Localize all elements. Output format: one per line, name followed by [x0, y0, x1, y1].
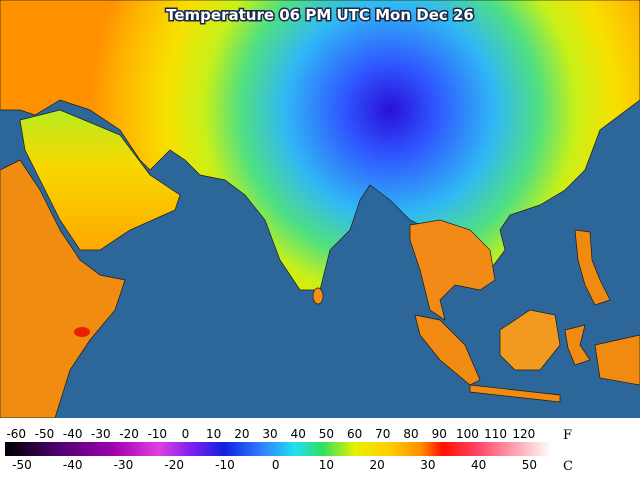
fahrenheit-tick-label: 90 [432, 427, 447, 441]
celsius-unit: C [563, 459, 573, 474]
celsius-tick-label: -10 [215, 458, 235, 472]
fahrenheit-tick-label: 110 [484, 427, 507, 441]
celsius-tick-label: 20 [370, 458, 385, 472]
celsius-tick-label: 10 [319, 458, 334, 472]
map-title: Temperature 06 PM UTC Mon Dec 26 [166, 6, 474, 24]
celsius-tick-label: -20 [164, 458, 184, 472]
celsius-tick-label: -40 [63, 458, 83, 472]
fahrenheit-tick-label: 100 [456, 427, 479, 441]
celsius-tick-label: 0 [272, 458, 280, 472]
new-guinea [594, 334, 640, 386]
celsius-tick-label: 40 [471, 458, 486, 472]
fahrenheit-tick-label: 30 [262, 427, 277, 441]
fahrenheit-tick-label: 20 [234, 427, 249, 441]
fahrenheit-tick-label: 80 [403, 427, 418, 441]
celsius-tick-label: -30 [114, 458, 134, 472]
fahrenheit-tick-label: -40 [63, 427, 83, 441]
philippines [574, 229, 611, 306]
fahrenheit-tick-label: -20 [119, 427, 139, 441]
fahrenheit-tick-label: 10 [206, 427, 221, 441]
fahrenheit-tick-label: -10 [147, 427, 167, 441]
fahrenheit-tick-label: -30 [91, 427, 111, 441]
legend: F C -60 -50 -40 -30 -20 -10 0 10 20 30 40 50 60 70 80 9… [0, 418, 640, 480]
map: Temperature 06 PM UTC Mon Dec 26 [0, 0, 640, 419]
celsius-tick-label: 30 [420, 458, 435, 472]
color-bar [5, 442, 552, 456]
fahrenheit-tick-label: -50 [35, 427, 55, 441]
fahrenheit-tick-label: 70 [375, 427, 390, 441]
sri-lanka [312, 287, 324, 305]
fahrenheit-tick-label: -60 [6, 427, 26, 441]
fahrenheit-tick-label: 0 [182, 427, 190, 441]
fahrenheit-unit: F [563, 428, 572, 443]
fahrenheit-tick-label: 40 [291, 427, 306, 441]
fahrenheit-tick-label: 60 [347, 427, 362, 441]
eurasia [0, 0, 640, 291]
celsius-tick-label: 50 [522, 458, 537, 472]
java [469, 384, 561, 403]
celsius-tick-label: -50 [12, 458, 32, 472]
arabia [19, 109, 181, 251]
indochina [409, 219, 496, 321]
sumatra [414, 314, 481, 386]
sulawesi [564, 324, 591, 366]
borneo [499, 309, 561, 371]
fahrenheit-tick-label: 50 [319, 427, 334, 441]
fahrenheit-tick-label: 120 [512, 427, 535, 441]
hot-spot [74, 327, 90, 337]
